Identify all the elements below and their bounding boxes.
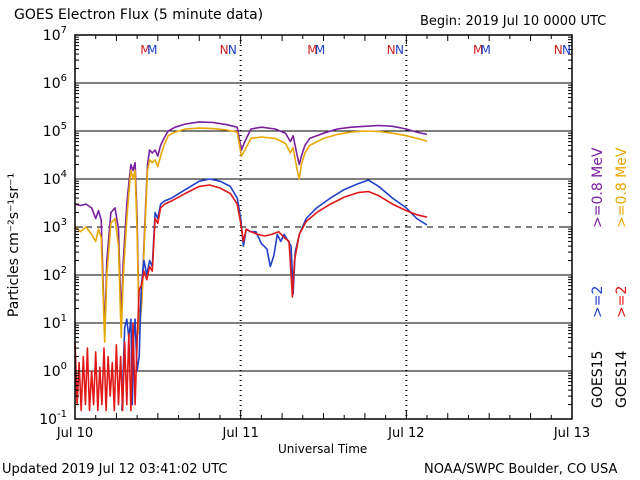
mn-marker: M — [473, 43, 483, 57]
plot-series — [74, 121, 428, 412]
y-tick-label: 102 — [43, 265, 67, 284]
begin-time: Begin: 2019 Jul 10 0000 UTC — [420, 14, 607, 29]
y-tick-label: 100 — [43, 361, 67, 380]
y-tick-label: 101 — [43, 313, 67, 332]
legend-item: >=0.8 MeV — [590, 147, 606, 228]
updated-timestamp: Updated 2019 Jul 12 03:41:02 UTC — [2, 462, 228, 477]
series-line — [74, 184, 428, 412]
series-line — [121, 178, 428, 411]
mn-marker: M — [307, 43, 317, 57]
x-tick-label: Jul 12 — [387, 426, 424, 441]
legend-item: >=2 — [614, 286, 630, 318]
y-tick-label: 107 — [43, 25, 67, 44]
mn-marker: N — [562, 43, 571, 57]
mn-marker: M — [140, 43, 150, 57]
y-tick-labels: 10-1 100 101 102 103 104 105 106 107 — [39, 25, 67, 428]
mn-marker: M — [315, 43, 325, 57]
series-group — [74, 127, 428, 343]
x-tick-label: Jul 11 — [221, 426, 258, 441]
x-tick-label: Jul 13 — [553, 426, 590, 441]
legend-satellite: GOES14 — [614, 350, 630, 408]
y-tick-label: 106 — [43, 73, 67, 92]
mn-marker: M — [147, 43, 157, 57]
mn-marker: N — [554, 43, 563, 57]
legend-item: >=0.8 MeV — [614, 147, 630, 228]
mn-marker: N — [387, 43, 396, 57]
credit-text: NOAA/SWPC Boulder, CO USA — [424, 462, 618, 477]
legend-item: >=2 — [590, 286, 606, 318]
plot-frame — [74, 34, 573, 420]
y-tick-label: 105 — [43, 121, 67, 140]
mn-marker: N — [228, 43, 237, 57]
y-tick-label: 103 — [43, 217, 67, 236]
series-group — [74, 121, 428, 335]
series-line — [74, 127, 428, 343]
mn-marker: N — [220, 43, 229, 57]
series-group — [121, 178, 428, 411]
plot-grid — [75, 35, 572, 419]
y-tick-label: 104 — [43, 169, 67, 188]
mn-marker: M — [481, 43, 491, 57]
mn-markers: MM N N MM N N MM N N — [140, 43, 571, 57]
x-axis-label: Universal Time — [278, 442, 368, 456]
x-tick-label: Jul 10 — [56, 426, 93, 441]
mn-marker: N — [395, 43, 404, 57]
x-tick-labels: Jul 10 Jul 11 Jul 12 Jul 13 — [56, 426, 590, 441]
legend-satellite: GOES15 — [590, 351, 606, 408]
legend: GOES15 >=2 >=0.8 MeV GOES14 >=2 >=0.8 MeV — [590, 147, 630, 408]
series-line — [74, 121, 428, 335]
series-group — [74, 184, 428, 412]
y-tick-label: 10-1 — [39, 409, 67, 428]
chart-title: GOES Electron Flux (5 minute data) — [14, 7, 264, 23]
